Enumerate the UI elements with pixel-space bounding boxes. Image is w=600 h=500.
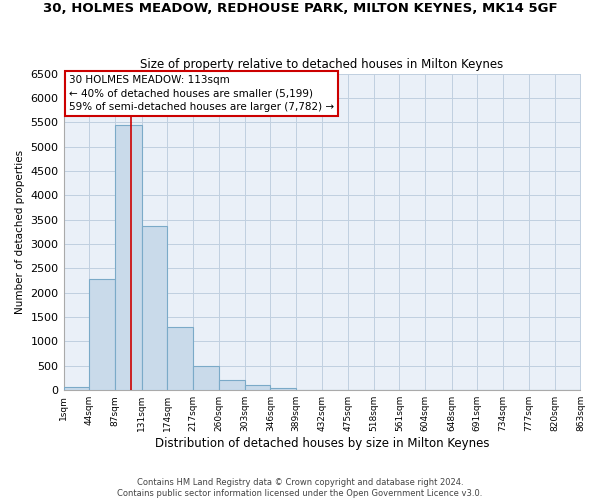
Text: Contains HM Land Registry data © Crown copyright and database right 2024.
Contai: Contains HM Land Registry data © Crown c… — [118, 478, 482, 498]
X-axis label: Distribution of detached houses by size in Milton Keynes: Distribution of detached houses by size … — [155, 437, 489, 450]
Bar — [64, 386, 89, 390]
Y-axis label: Number of detached properties: Number of detached properties — [15, 150, 25, 314]
Bar — [89, 279, 115, 390]
Bar — [219, 380, 245, 390]
Bar — [167, 327, 193, 390]
Bar — [142, 226, 167, 390]
Title: Size of property relative to detached houses in Milton Keynes: Size of property relative to detached ho… — [140, 58, 503, 71]
Bar — [245, 386, 271, 390]
Bar — [271, 388, 296, 390]
Bar — [193, 366, 219, 390]
Text: 30, HOLMES MEADOW, REDHOUSE PARK, MILTON KEYNES, MK14 5GF: 30, HOLMES MEADOW, REDHOUSE PARK, MILTON… — [43, 2, 557, 16]
Bar — [115, 124, 142, 390]
Text: 30 HOLMES MEADOW: 113sqm
← 40% of detached houses are smaller (5,199)
59% of sem: 30 HOLMES MEADOW: 113sqm ← 40% of detach… — [69, 75, 334, 112]
